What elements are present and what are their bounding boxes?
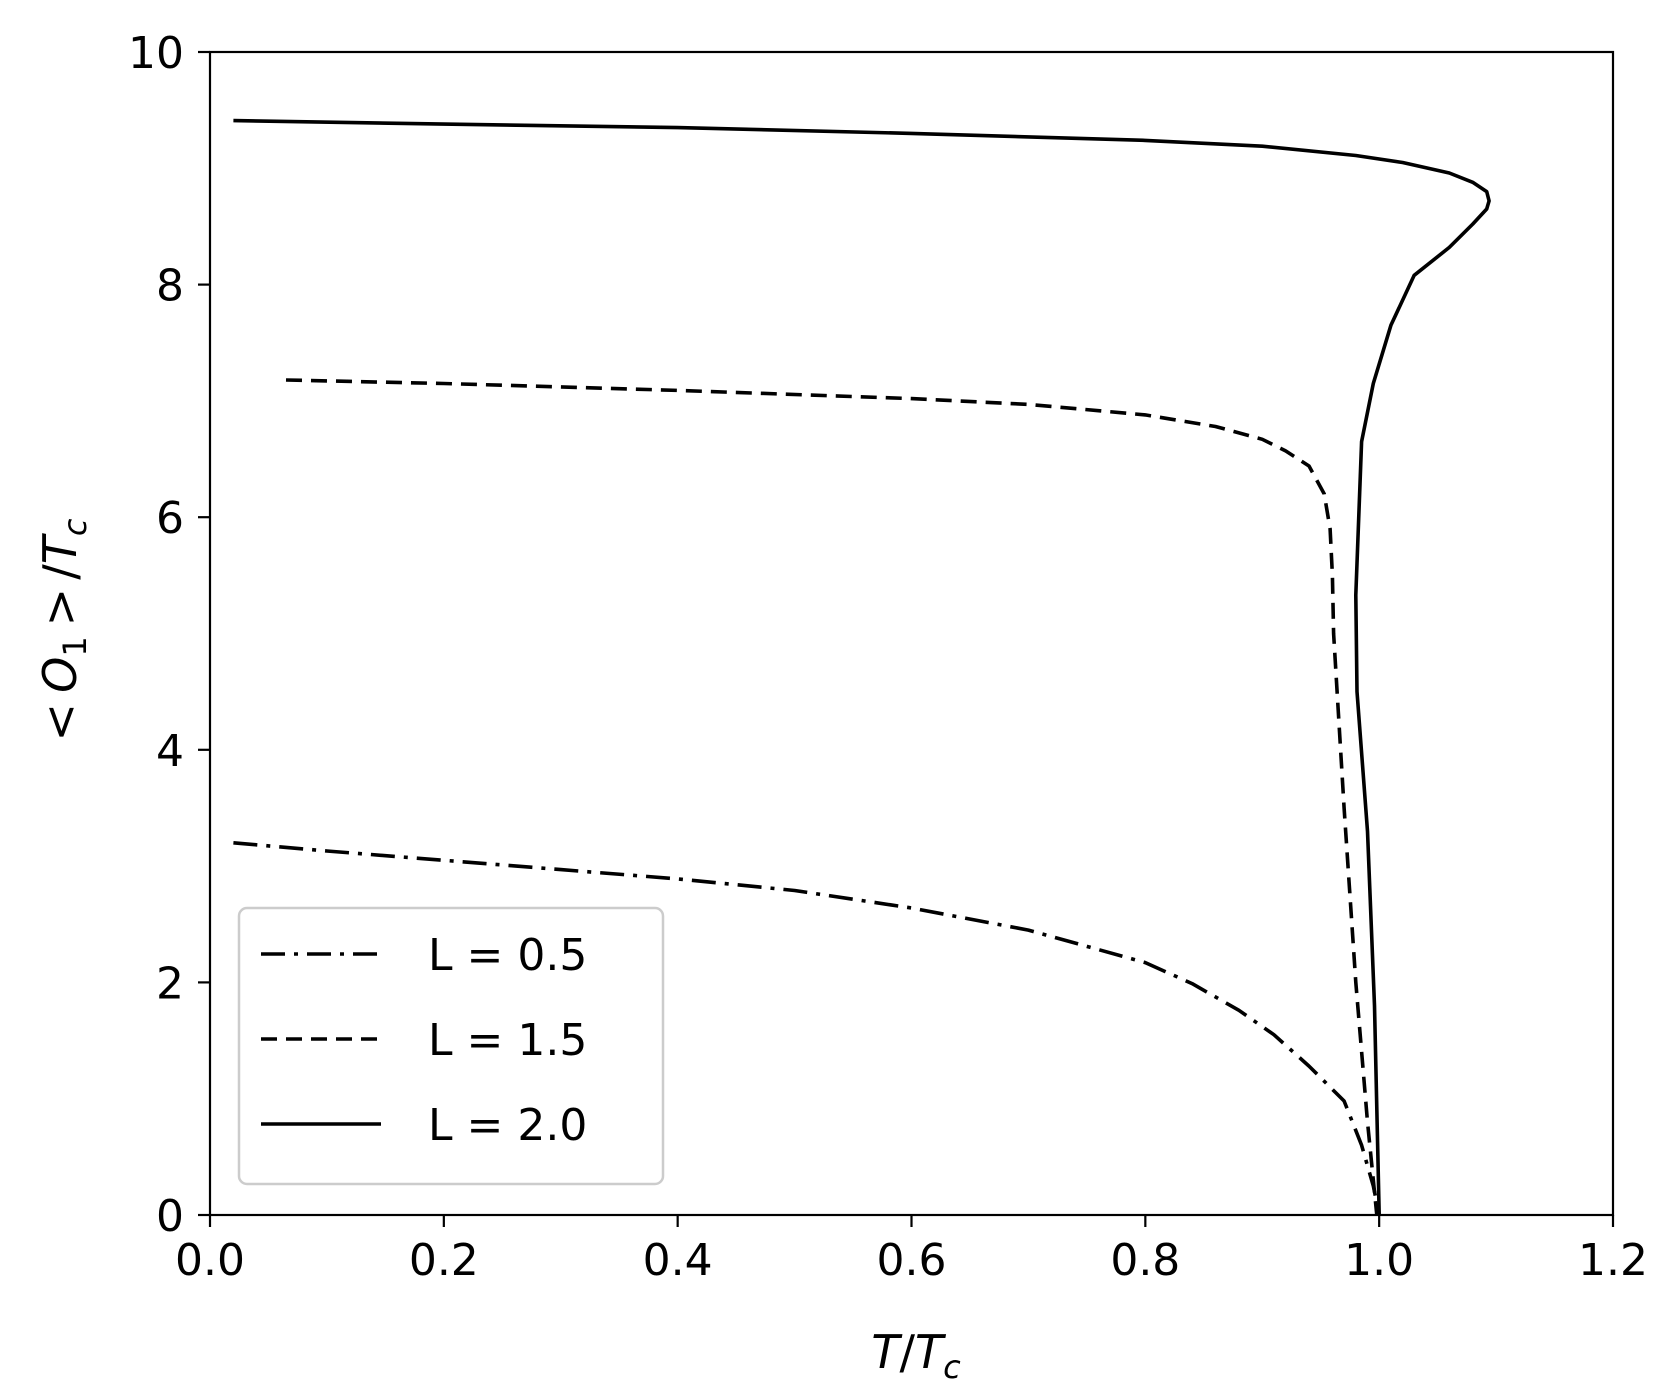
legend-box	[237, 906, 665, 1186]
y-axis-ticks: 0 2 4 6 8 10	[128, 28, 210, 1242]
x-tick-label: 1.2	[1578, 1235, 1648, 1286]
series-line-1	[233, 841, 1381, 1216]
y-tick-label: 2	[156, 958, 184, 1009]
y-tick-label: 6	[156, 493, 184, 544]
x-axis-label: T/Tc	[871, 1325, 961, 1386]
legend: L = 0.5 L = 1.5 L = 2.0	[237, 906, 665, 1186]
x-tick-label: 1.0	[1344, 1235, 1414, 1286]
x-tick-label: 0.6	[877, 1235, 947, 1286]
y-tick-label: 0	[156, 1191, 184, 1242]
y-axis-label: <O1>/Tc	[33, 518, 94, 741]
y-tick-label: 8	[156, 261, 184, 312]
legend-label-1: L = 0.5	[428, 930, 587, 981]
series-line-2	[285, 378, 1379, 1216]
y-tick-label: 4	[156, 726, 184, 777]
legend-label-3: L = 2.0	[428, 1100, 587, 1151]
series-line-3	[233, 118, 1491, 1216]
x-tick-label: 0.2	[409, 1235, 479, 1286]
x-tick-label: 0.4	[643, 1235, 713, 1286]
plot-lines	[233, 118, 1491, 1216]
x-tick-label: 0.0	[175, 1235, 245, 1286]
x-tick-label: 0.8	[1110, 1235, 1180, 1286]
y-tick-label: 10	[128, 28, 184, 79]
legend-label-2: L = 1.5	[428, 1015, 587, 1066]
x-axis-ticks: 0.0 0.2 0.4 0.6 0.8 1.0 1.2	[175, 1215, 1648, 1286]
